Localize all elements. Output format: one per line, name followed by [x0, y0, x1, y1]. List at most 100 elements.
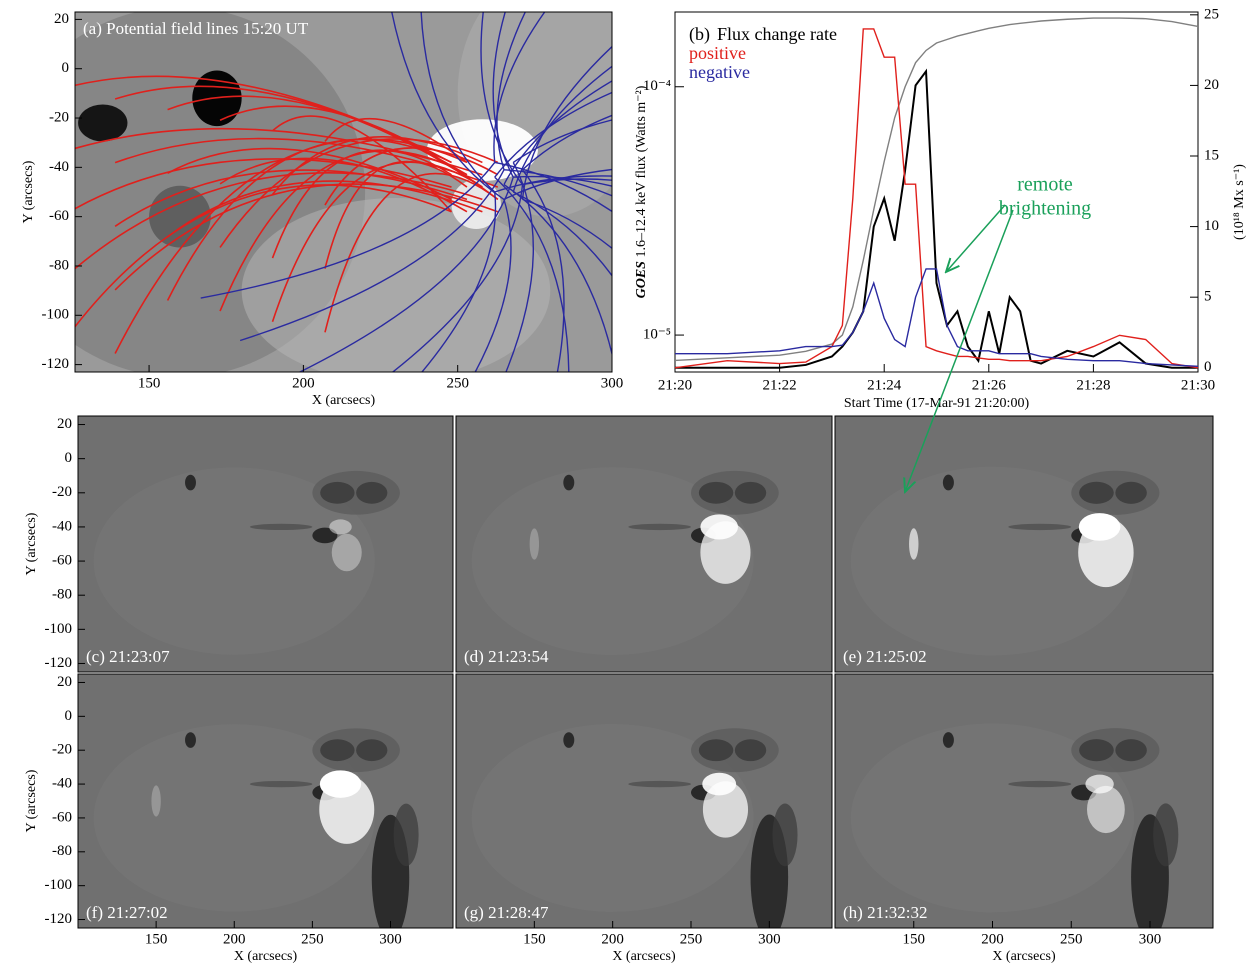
x-axis-label: X (arcsecs) — [312, 393, 376, 408]
x-axis-label: X (arcsecs) — [234, 949, 298, 964]
field-line — [512, 191, 612, 277]
x-tick-label: 200 — [292, 375, 315, 391]
x-tick-label: 150 — [138, 375, 161, 391]
y-tick-label: 0 — [65, 450, 73, 466]
y-tick-label: -40 — [52, 518, 72, 534]
image-feature — [185, 732, 196, 748]
y-tick-label: -120 — [45, 655, 73, 671]
y-tick-label: 20 — [54, 11, 69, 27]
field-line — [298, 177, 514, 372]
image-feature — [1087, 785, 1125, 834]
field-line — [239, 169, 505, 342]
y2-tick-label: 25 — [1204, 6, 1219, 22]
field-line — [420, 191, 497, 372]
panel-label: (b) — [689, 24, 710, 45]
field-line — [75, 127, 483, 176]
image-feature — [702, 772, 737, 796]
series-line — [675, 268, 1199, 368]
x-tick-label: 250 — [680, 931, 703, 947]
field-line — [114, 138, 468, 354]
panel-label: (d) 21:23:54 — [464, 647, 549, 666]
y-tick-label: -40 — [52, 776, 72, 792]
panel-label: (h) 21:32:32 — [843, 903, 928, 922]
y2-tick-label: 5 — [1204, 289, 1212, 305]
x-tick-label: 150 — [523, 931, 546, 947]
annotation: brightening — [999, 198, 1091, 220]
y-tick-label: -60 — [52, 553, 72, 569]
x-tick-label: 200 — [223, 931, 246, 947]
image-feature — [702, 781, 749, 838]
field-line — [420, 12, 496, 193]
y-tick-label: -20 — [52, 484, 72, 500]
image-feature — [529, 528, 540, 560]
field-line — [522, 114, 612, 171]
y-axis-label: Y (arcsecs) — [24, 512, 39, 575]
field-line — [271, 115, 453, 213]
x-tick-label: 250 — [1060, 931, 1083, 947]
x-tick-label: 300 — [1139, 931, 1162, 947]
y2-tick-label: 10 — [1204, 218, 1219, 234]
y-axis-label: Y (arcsecs) — [24, 769, 39, 832]
image-feature — [563, 732, 575, 748]
image-feature — [149, 185, 211, 248]
frame — [455, 415, 833, 673]
image — [456, 416, 832, 672]
field-line — [324, 172, 499, 333]
x-tick-label: 21:26 — [972, 377, 1007, 393]
panel-label: (e) 21:25:02 — [843, 647, 927, 666]
image-feature — [628, 523, 692, 531]
x-tick-label: 21:22 — [763, 377, 797, 393]
y-tick-label: -120 — [42, 356, 70, 372]
panel-label: (a) Potential field lines 15:20 UT — [83, 19, 309, 38]
field-line — [391, 12, 505, 200]
y-tick-label: 20 — [57, 674, 72, 690]
image — [75, 12, 612, 372]
y-tick-label: -20 — [52, 742, 72, 758]
field-line — [513, 175, 612, 187]
field-line — [494, 161, 612, 213]
field-line — [521, 169, 565, 372]
field-line — [494, 175, 612, 193]
image-feature — [1071, 728, 1160, 773]
field-line — [200, 161, 496, 299]
y-tick-label: 0 — [62, 60, 70, 76]
image — [78, 674, 453, 928]
plot-bg — [674, 11, 1199, 373]
image-feature — [909, 528, 919, 560]
x-axis-label: X (arcsecs) — [612, 949, 676, 964]
y-tick-label: 0 — [65, 708, 73, 724]
x-tick-label: 250 — [446, 375, 469, 391]
image-feature — [942, 474, 954, 491]
y2-axis-label: (10¹⁸ Mx s⁻¹) — [1232, 164, 1247, 240]
field-line — [512, 119, 612, 163]
x-tick-label: 300 — [379, 931, 402, 947]
x-tick-label: 200 — [601, 931, 624, 947]
image-feature — [185, 474, 196, 491]
image — [835, 674, 1213, 928]
image-feature — [628, 780, 692, 788]
y-tick-label: -80 — [52, 587, 72, 603]
image-feature — [312, 470, 400, 515]
annotation: remote — [1017, 174, 1073, 196]
x-tick-label: 200 — [981, 931, 1004, 947]
field-line — [114, 169, 468, 227]
image-feature — [772, 803, 798, 867]
field-line — [512, 65, 612, 193]
x-tick-label: 300 — [758, 931, 781, 947]
field-line — [75, 158, 452, 210]
x-tick-label: 21:28 — [1076, 377, 1110, 393]
image-feature — [691, 470, 779, 515]
field-line — [522, 198, 612, 250]
image-feature — [1085, 774, 1114, 794]
image-feature — [312, 728, 400, 773]
frame — [74, 11, 613, 373]
field-line — [75, 184, 452, 329]
image — [456, 674, 832, 928]
image-feature — [93, 724, 375, 912]
legend-entry: negative — [689, 62, 750, 82]
image-feature — [471, 467, 754, 656]
image-feature — [331, 533, 362, 572]
y-tick-label: -60 — [49, 208, 69, 224]
arrow — [946, 204, 1006, 272]
